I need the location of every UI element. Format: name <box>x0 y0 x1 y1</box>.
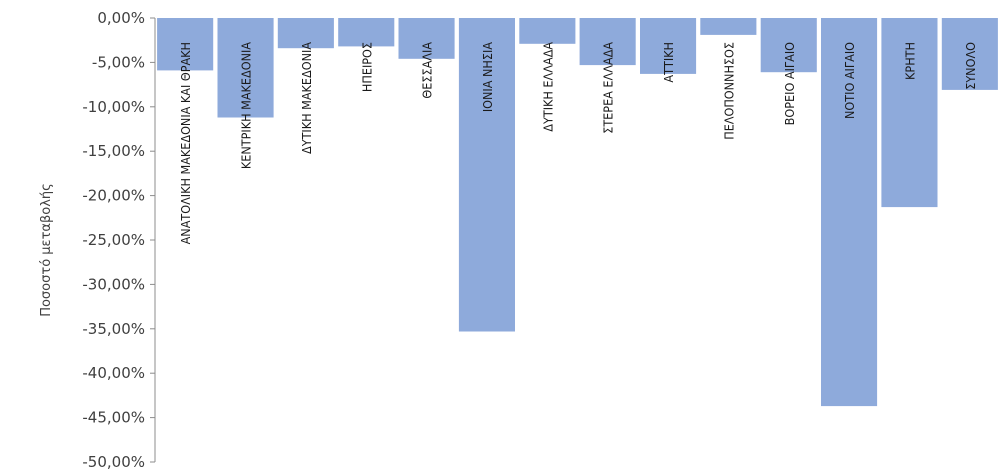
category-label: ΠΕΛΟΠΟΝΝΗΣΟΣ <box>721 42 736 140</box>
category-label: ΒΟΡΕΙΟ ΑΙΓΑΙΟ <box>782 42 797 125</box>
category-label: ΗΠΕΙΡΟΣ <box>359 42 374 92</box>
y-axis-ticks: 0,00% -5,00% -10,00% -15,00% -20,00% -25,00% -… <box>82 9 155 471</box>
y-tick-label: -5,00% <box>92 53 145 71</box>
y-tick-label: -20,00% <box>82 187 145 205</box>
bar <box>700 18 757 35</box>
y-tick-label: -10,00% <box>82 98 145 116</box>
bar <box>217 18 274 118</box>
bar <box>760 18 817 73</box>
bar <box>579 18 636 66</box>
y-tick-label: -50,00% <box>82 453 145 471</box>
y-tick-label: 0,00% <box>97 9 145 27</box>
category-label: ΚΕΝΤΡΙΚΗ ΜΑΚΕΔΟΝΙΑ <box>239 42 254 169</box>
bar <box>277 18 334 49</box>
category-label: ΣΥΝΟΛΟ <box>963 42 978 90</box>
bar <box>338 18 395 47</box>
category-label: ΝΟΤΙΟ ΑΙΓΑΙΟ <box>842 42 857 119</box>
bar <box>821 18 878 407</box>
bar <box>519 18 576 44</box>
y-tick-label: -45,00% <box>82 409 145 427</box>
category-label: ΣΤΕΡΕΑ ΕΛΛΑΔΑ <box>601 42 616 134</box>
bar <box>157 18 214 71</box>
y-tick-label: -25,00% <box>82 231 145 249</box>
category-label: ΙΟΝΙΑ ΝΗΣΙΑ <box>480 42 495 112</box>
category-label: ΑΤΤΙΚΗ <box>661 42 676 83</box>
y-tick-label: -30,00% <box>82 275 145 293</box>
bars <box>157 18 998 407</box>
y-axis-title: Ποσοστό μεταβολής <box>39 183 54 317</box>
category-label: ΑΝΑΤΟΛΙΚΗ ΜΑΚΕΔΟΝΙΑ ΚΑΙ ΘΡΑΚΗ <box>178 42 193 244</box>
category-label: ΘΕΣΣΑΛΙΑ <box>420 42 435 99</box>
bar <box>640 18 697 74</box>
y-tick-label: -35,00% <box>82 320 145 338</box>
category-label: ΔΥΤΙΚΗ ΕΛΛΑΔΑ <box>540 42 555 132</box>
bar <box>881 18 938 208</box>
bar <box>398 18 455 59</box>
y-tick-label: -40,00% <box>82 364 145 382</box>
y-tick-label: -15,00% <box>82 142 145 160</box>
bar <box>458 18 515 332</box>
category-label: ΔΥΤΙΚΗ ΜΑΚΕΔΟΝΙΑ <box>299 42 314 154</box>
category-label: ΚΡΗΤΗ <box>902 42 917 80</box>
category-labels: ΑΝΑΤΟΛΙΚΗ ΜΑΚΕΔΟΝΙΑ ΚΑΙ ΘΡΑΚΗ ΚΕΝΤΡΙΚΗ ΜΑ… <box>178 42 978 245</box>
bar <box>941 18 998 90</box>
